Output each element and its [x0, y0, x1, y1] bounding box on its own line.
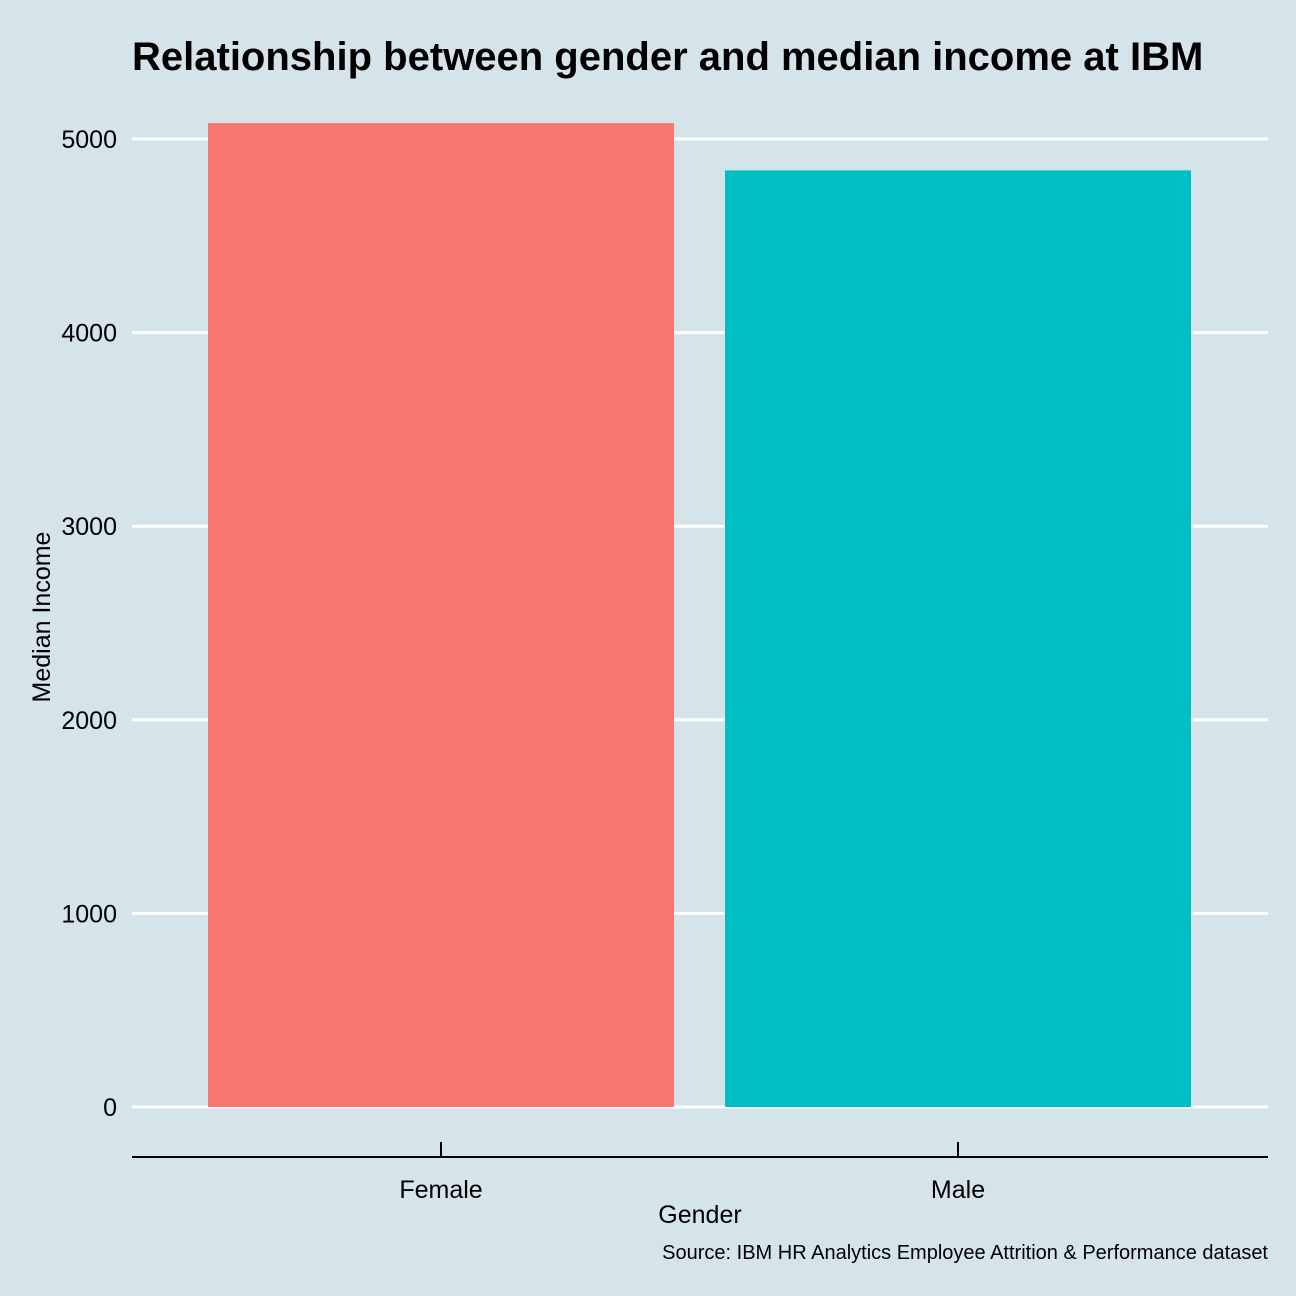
- y-tick-label: 5000: [61, 126, 117, 154]
- chart-title: Relationship between gender and median i…: [132, 35, 1203, 79]
- chart-caption: Source: IBM HR Analytics Employee Attrit…: [662, 1242, 1268, 1264]
- x-axis-title: Gender: [658, 1201, 741, 1229]
- bar-female: [208, 123, 674, 1107]
- x-axis-ticks: Female Male: [399, 1142, 985, 1204]
- y-axis-ticks: 0 1000 2000 3000 4000 5000: [61, 126, 117, 1122]
- y-tick-label: 0: [103, 1094, 117, 1122]
- y-axis-title: Median Income: [28, 532, 56, 703]
- y-tick-label: 1000: [61, 900, 117, 928]
- x-tick-label-male: Male: [931, 1176, 985, 1204]
- x-tick-label-female: Female: [399, 1176, 482, 1204]
- bar-male: [725, 170, 1191, 1107]
- y-tick-label: 4000: [61, 320, 117, 348]
- bars: [208, 123, 1191, 1107]
- y-tick-label: 2000: [61, 707, 117, 735]
- y-tick-label: 3000: [61, 513, 117, 541]
